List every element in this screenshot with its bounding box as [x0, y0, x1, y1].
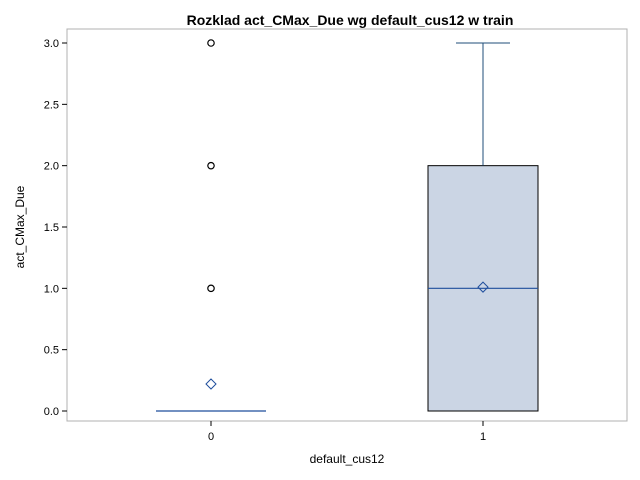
x-tick-label: 1	[480, 431, 486, 443]
y-tick-label: 1.5	[44, 222, 59, 234]
y-tick-label: 2.0	[44, 161, 59, 173]
mean-marker	[205, 378, 217, 390]
x-axis-title: default_cus12	[310, 452, 385, 466]
box-group	[156, 39, 539, 412]
y-tick-label: 0.0	[44, 406, 59, 418]
box-0	[156, 39, 266, 412]
y-axis-title: act_CMax_Due	[13, 185, 27, 268]
y-tick-label: 0.5	[44, 345, 59, 357]
y-tick-label: 3.0	[44, 38, 59, 50]
y-tick-label: 1.0	[44, 283, 59, 295]
plot-frame	[66, 28, 628, 422]
mean-marker	[477, 281, 489, 293]
box-1	[427, 42, 539, 412]
x-tick-label: 0	[208, 431, 214, 443]
outlier-point	[207, 39, 215, 47]
y-tick-label: 2.5	[44, 99, 59, 111]
outlier-point	[207, 161, 215, 170]
y-axis: 0.0 0.5 1.0 1.5 2.0 2.5 3.0	[44, 38, 67, 418]
chart-title: Rozklad act_CMax_Due wg default_cus12 w …	[187, 12, 514, 28]
outlier-point	[207, 284, 215, 293]
